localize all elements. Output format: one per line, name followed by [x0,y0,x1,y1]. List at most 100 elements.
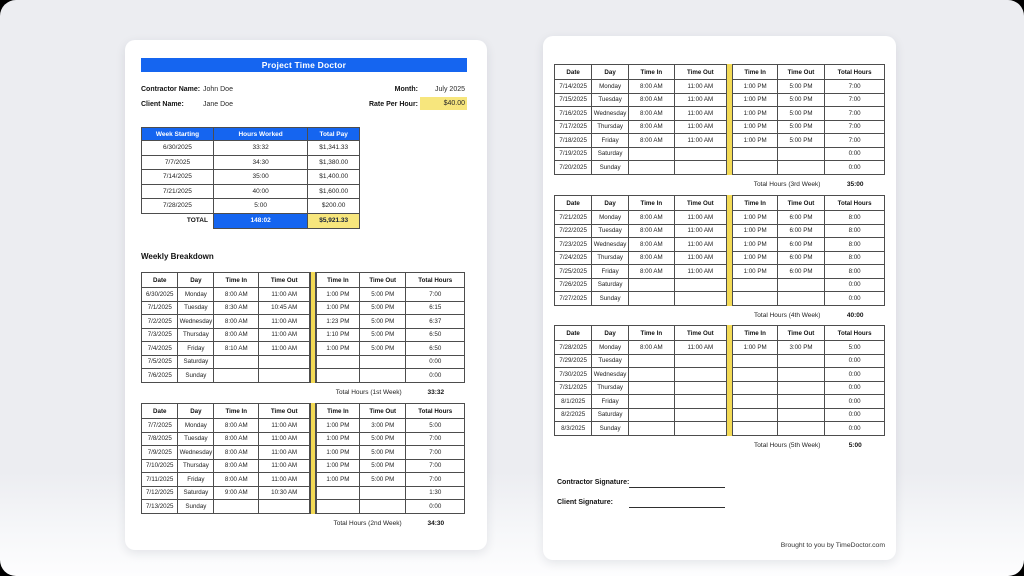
week-total-label: Total Hours (3rd Week) [753,180,821,188]
table-row: 6/30/2025 33:32 $1,341.33 [141,140,360,156]
cell: 7/29/2025 [553,353,593,368]
contractor-name-label: Contractor Name: [141,86,201,93]
cell: 7/28/2025 [141,198,214,214]
cell: 5:00 PM [358,472,407,487]
cell: 7/21/2025 [141,183,214,199]
cell: 0:00 [824,291,885,306]
cell: 7/9/2025 [140,445,179,460]
cell: Monday [591,340,629,355]
cell: 0:00 [824,394,885,409]
cell: 11:00 AM [258,445,311,460]
cell: 6:50 [405,327,465,342]
cell: 3:00 PM [776,340,826,355]
cell: Tuesday [591,92,629,107]
cell: 5:00 PM [776,119,826,134]
column-header: Total Hours [824,64,885,80]
cell: Sunday [591,291,629,306]
cell [732,367,778,382]
cell: 7:00 [405,287,465,302]
cell: Saturday [177,354,215,369]
cell [673,394,727,409]
cell: $1,380.00 [307,154,360,170]
cell: Friday [177,472,215,487]
cell: 8/1/2025 [553,394,593,409]
cell: Monday [591,79,629,94]
cell: 8:00 AM [213,458,260,473]
week-total-value: 40:00 [846,311,864,319]
table-row: 8/1/2025 Friday 0:00 [553,394,885,409]
cell: Saturday [591,407,629,422]
cell: 6:37 [405,314,465,329]
week-total-label: Total Hours (1st Week) [335,388,402,396]
cell: 7/14/2025 [141,169,214,185]
cell: 8:00 AM [213,314,260,329]
week-table: Date Day Time In Time Out Time In Time Out Tot… [553,195,885,306]
table-row: 7/14/2025 Monday 8:00 AM 11:00 AM 1:00 PM 5:0… [553,79,885,94]
table-row: 7/21/2025 40:00 $1,600.00 [141,183,360,199]
cell [627,277,675,292]
cell [358,368,407,383]
cell: Friday [177,341,215,356]
table-row: 7/19/2025 Saturday 0:00 [553,146,885,161]
table-row: 7/26/2025 Saturday 0:00 [553,277,885,292]
cell: 8:00 AM [627,119,675,134]
table-row: 7/18/2025 Friday 8:00 AM 11:00 AM 1:00 PM 5:0… [553,133,885,148]
column-header: Time In [627,325,675,341]
cell [776,277,826,292]
cell: 6:00 PM [776,237,826,252]
table-row: 7/24/2025 Thursday 8:00 AM 11:00 AM 1:00 PM 6… [553,250,885,265]
column-header: Day [591,195,629,211]
cell: Friday [591,394,629,409]
cell: 10:30 AM [258,485,311,500]
table-row: 7/3/2025 Thursday 8:00 AM 11:00 AM 1:10 PM 5:… [140,327,465,342]
column-header: Day [591,64,629,80]
week-3-total: Total Hours (3rd Week) 35:00 [554,179,885,189]
cell [732,160,778,175]
column-header: Time Out [673,325,727,341]
cell: 11:00 AM [673,79,727,94]
cell: Thursday [591,119,629,134]
cell: 0:00 [824,407,885,422]
column-header: Day [591,325,629,341]
column-header: Time Out [673,195,727,211]
cell: 6:15 [405,300,465,315]
cell: $1,600.00 [307,183,360,199]
table-row: 7/23/2025 Wednesday 8:00 AM 11:00 AM 1:00 PM… [553,237,885,252]
cell [776,421,826,436]
cell [673,407,727,422]
table-header-row: Week Starting Hours Worked Total Pay [141,127,360,141]
table-row: 7/29/2025 Tuesday 0:00 [553,353,885,368]
cell: 0:00 [824,367,885,382]
cell: 8:00 AM [213,327,260,342]
week-2-total: Total Hours (2nd Week) 34:30 [141,518,465,528]
column-header: Time In [732,325,778,341]
table-row: 7/14/2025 35:00 $1,400.00 [141,169,360,185]
column-header: Time Out [258,403,311,419]
total-hours-value: 148:02 [212,212,309,229]
cell: Tuesday [591,353,629,368]
yellow-divider-stripe [309,272,317,383]
cell: 5:00 [405,418,465,433]
table-header-row: Date Day Time In Time Out Time In Time Out Tot… [140,272,465,288]
table-row: 7/11/2025 Friday 8:00 AM 11:00 AM 1:00 PM 5:0… [140,472,465,487]
week-table: Date Day Time In Time Out Time In Time Out Tot… [140,272,465,383]
column-header: Date [553,325,593,341]
cell: 5:00 PM [358,458,407,473]
cell [732,277,778,292]
cell: 7:00 [405,458,465,473]
cell [258,354,311,369]
cell: 0:00 [405,354,465,369]
rate-per-hour-label: Rate Per Hour: [368,101,418,108]
cell: Tuesday [177,300,215,315]
cell: 8:00 AM [213,287,260,302]
cell: 7/13/2025 [140,499,179,514]
week-total-label: Total Hours (5th Week) [754,441,821,449]
cell: 8:10 AM [213,341,260,356]
table-row: 7/10/2025 Thursday 8:00 AM 11:00 AM 1:00 PM 5… [140,458,465,473]
column-header: Date [140,403,179,419]
cell: 8:00 AM [627,133,675,148]
column-header: Day [177,403,215,419]
cell: 11:00 AM [258,431,311,446]
cell: Thursday [177,327,215,342]
cell: 1:00 PM [732,106,778,121]
